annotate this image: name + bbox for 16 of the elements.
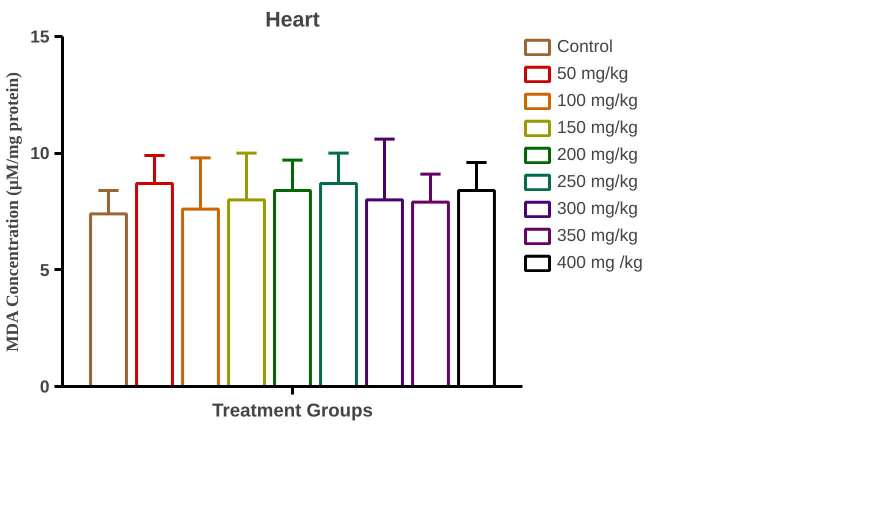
legend-label: 200 mg/kg bbox=[557, 144, 638, 165]
y-tick-label: 10 bbox=[30, 143, 50, 164]
legend-label: 50 mg/kg bbox=[557, 63, 628, 84]
y-tick-label: 15 bbox=[30, 26, 50, 46]
legend-label: 350 mg/kg bbox=[557, 225, 638, 246]
legend-label: 100 mg/kg bbox=[557, 90, 638, 111]
legend-label: 150 mg/kg bbox=[557, 117, 638, 138]
chart-title: Heart bbox=[265, 8, 320, 32]
y-tick-label: 0 bbox=[40, 376, 50, 396]
legend-label: 250 mg/kg bbox=[557, 171, 638, 192]
y-axis-title: MDA Concentration (µM/mg protein) bbox=[3, 72, 22, 352]
legend-label: 300 mg/kg bbox=[557, 198, 638, 219]
legend-label: Control bbox=[557, 36, 613, 57]
y-tick-label: 5 bbox=[40, 260, 50, 280]
legend-label: 400 mg /kg bbox=[557, 252, 643, 273]
x-axis-title: Treatment Groups bbox=[212, 400, 373, 420]
